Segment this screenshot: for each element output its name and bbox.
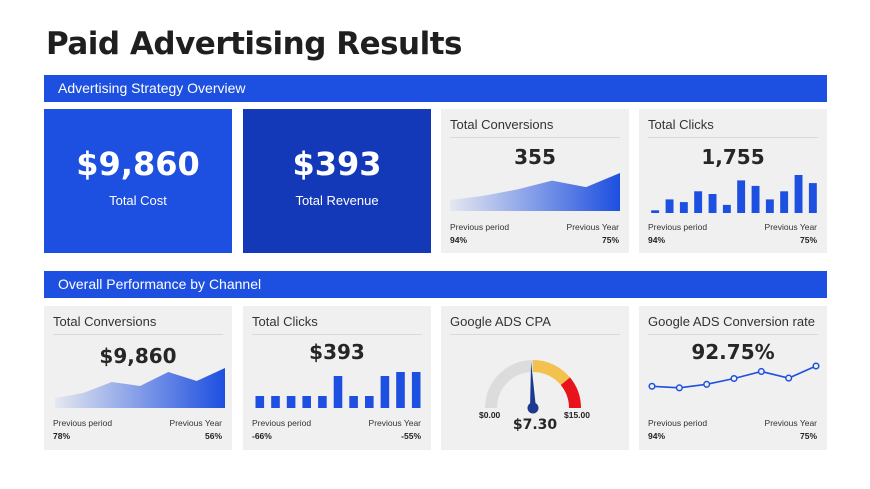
- previous-period-label: Previous period: [252, 418, 312, 428]
- line-point: [730, 374, 738, 383]
- cpa-value: $7.30: [512, 417, 558, 433]
- previous-year-value: -55%: [401, 431, 421, 441]
- bar: [396, 372, 405, 408]
- channel-clicks-value: $393: [309, 340, 365, 364]
- previous-period-label: Previous period: [450, 222, 510, 232]
- cpa-card: Google ADS CPA $0.00 $15.00 $7.30: [441, 306, 629, 450]
- total-cost-value: $9,860: [76, 145, 200, 183]
- previous-year-label: Previous Year: [764, 418, 817, 428]
- card-title: Google ADS CPA: [450, 314, 620, 335]
- area-series: [55, 368, 225, 408]
- conversions-value: 355: [514, 145, 556, 169]
- bar: [794, 175, 803, 213]
- previous-year-value: 56%: [204, 431, 222, 441]
- previous-year-value: 75%: [799, 431, 817, 441]
- gauge-max-label: $15.00: [564, 410, 590, 420]
- previous-year-label: Previous Year: [169, 418, 222, 428]
- previous-period-value: 94%: [648, 431, 666, 441]
- line-point: [703, 380, 711, 388]
- previous-year-value: 75%: [601, 235, 619, 245]
- previous-year-value: 75%: [799, 235, 817, 245]
- conversion-rate-line-chart: [648, 362, 820, 392]
- total-revenue-value: $393: [292, 145, 382, 183]
- section-header-label: Overall Performance by Channel: [58, 276, 262, 292]
- bar: [708, 194, 717, 213]
- total-revenue-card: $393 Total Revenue: [243, 109, 431, 253]
- previous-year-label: Previous Year: [368, 418, 421, 428]
- channel-clicks-card: Total Clicks $393 Previous period -66% P…: [243, 306, 431, 450]
- conversions-area-chart: [450, 173, 620, 211]
- total-cost-label: Total Cost: [109, 193, 167, 208]
- card-title: Total Conversions: [450, 117, 620, 138]
- section-header-channel: Overall Performance by Channel: [44, 271, 827, 298]
- bar: [651, 210, 660, 213]
- bar: [380, 376, 390, 408]
- conversions-card: Total Conversions 355 Previous period 94…: [441, 109, 629, 253]
- bar: [737, 180, 746, 213]
- bar: [271, 396, 280, 408]
- bar: [318, 396, 327, 408]
- previous-period-value: 94%: [648, 235, 666, 245]
- previous-period-value: 94%: [450, 235, 468, 245]
- channel-conversions-card: Total Conversions $9,860 Previous period…: [44, 306, 232, 450]
- bar: [665, 199, 674, 213]
- card-title: Total Clicks: [252, 314, 422, 335]
- bar: [255, 396, 265, 408]
- conversion-rate-card: Google ADS Conversion rate 92.75% Previo…: [639, 306, 827, 450]
- bar: [694, 191, 703, 213]
- previous-period-value: 78%: [53, 431, 71, 441]
- gauge-needle: [530, 362, 536, 409]
- channel-conversions-area-chart: [55, 368, 225, 408]
- bar: [780, 191, 789, 213]
- total-cost-card: $9,860 Total Cost: [44, 109, 232, 253]
- section-header-label: Advertising Strategy Overview: [58, 80, 246, 96]
- line-point: [648, 382, 656, 390]
- page-title: Paid Advertising Results: [46, 26, 463, 62]
- previous-period-label: Previous period: [648, 222, 708, 232]
- bar: [349, 396, 358, 408]
- total-revenue-label: Total Revenue: [295, 193, 379, 208]
- line-point: [785, 374, 793, 382]
- gauge-arc-yellow: [532, 360, 570, 386]
- cpa-gauge: [485, 360, 581, 414]
- channel-clicks-bar-chart: [255, 372, 421, 408]
- bar: [302, 396, 311, 408]
- bar: [751, 185, 760, 213]
- gauge-hub: [527, 402, 539, 414]
- bar: [679, 202, 688, 213]
- bar: [808, 183, 817, 213]
- previous-period-value: -66%: [252, 431, 272, 441]
- card-title: Total Clicks: [648, 117, 818, 138]
- gauge-arc-grey: [485, 360, 534, 409]
- area-series: [450, 173, 620, 211]
- bar: [411, 372, 421, 408]
- card-title: Google ADS Conversion rate: [648, 314, 818, 335]
- bar: [286, 396, 296, 408]
- clicks-card: Total Clicks 1,755 Previous period 94% P…: [639, 109, 827, 253]
- channel-conversions-value: $9,860: [99, 344, 177, 368]
- gauge-min-label: $0.00: [479, 410, 501, 420]
- bar: [722, 204, 731, 213]
- gauge-arc-red: [560, 377, 581, 409]
- section-header-strategy: Advertising Strategy Overview: [44, 75, 827, 102]
- previous-year-label: Previous Year: [764, 222, 817, 232]
- conversion-rate-value: 92.75%: [691, 340, 775, 364]
- clicks-value: 1,755: [701, 145, 765, 169]
- line-point: [757, 367, 765, 376]
- bar: [333, 376, 343, 408]
- previous-year-label: Previous Year: [566, 222, 619, 232]
- clicks-bar-chart: [651, 175, 817, 213]
- bar: [365, 396, 374, 408]
- previous-period-label: Previous period: [53, 418, 113, 428]
- line-point: [812, 362, 820, 370]
- previous-period-label: Previous period: [648, 418, 708, 428]
- bar: [765, 199, 774, 213]
- card-title: Total Conversions: [53, 314, 223, 335]
- line-point: [675, 384, 683, 392]
